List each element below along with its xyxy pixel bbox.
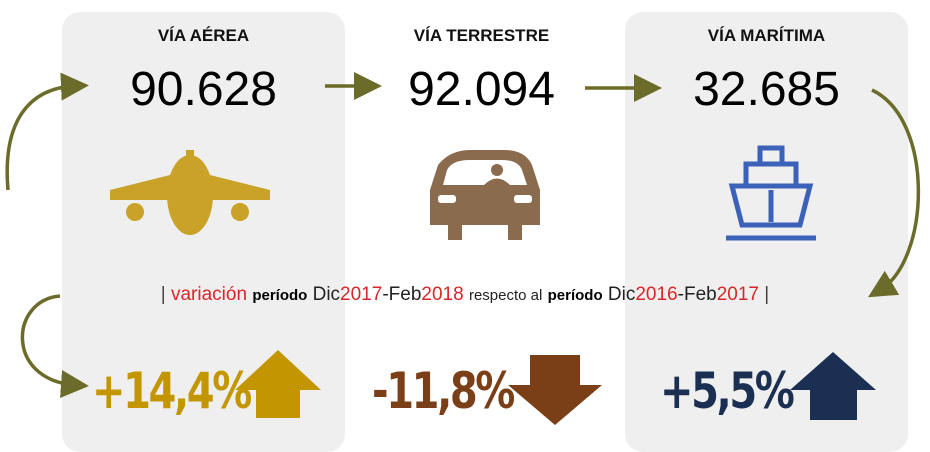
up-arrow	[790, 352, 876, 420]
note-part: período	[547, 287, 603, 304]
graphics	[5, 72, 921, 425]
flow-arrows	[5, 72, 921, 398]
column-value: 92.094	[408, 63, 555, 116]
column-value: 32.685	[693, 63, 840, 116]
column-value: 90.628	[130, 63, 277, 116]
note-part: período	[252, 287, 308, 304]
column-title: VÍA MARÍTIMA	[707, 26, 826, 45]
note-part: respecto al	[468, 287, 543, 304]
note-part: 2016	[635, 284, 678, 305]
note-part: 2017	[716, 284, 759, 305]
note: | variación período Dic2017-Feb2018 resp…	[0, 284, 930, 306]
note-part: |	[764, 284, 770, 305]
car-icon	[430, 150, 540, 240]
up-arrow	[235, 350, 321, 418]
note-part: Dic	[607, 284, 636, 305]
variation: -11,8%	[372, 362, 515, 420]
column-title: VÍA TERRESTRE	[413, 26, 550, 45]
note-part: 2017	[340, 284, 383, 305]
note-part: -Feb	[677, 284, 717, 305]
airplane-icon	[110, 150, 270, 235]
column-title: VÍA AÉREA	[157, 26, 250, 45]
note-part: |	[160, 284, 166, 305]
ship-icon	[726, 145, 816, 241]
variation: +14,4%	[92, 362, 252, 420]
note-part: variación	[170, 284, 248, 305]
note-part: -Feb	[382, 284, 422, 305]
variation: +5,5%	[660, 362, 795, 420]
note-part: Dic	[312, 284, 341, 305]
down-arrow	[508, 355, 602, 425]
note-part: 2018	[421, 284, 464, 305]
page: VÍA AÉREA VÍA TERRESTRE VÍA MARÍTIMA 90.…	[0, 12, 930, 452]
